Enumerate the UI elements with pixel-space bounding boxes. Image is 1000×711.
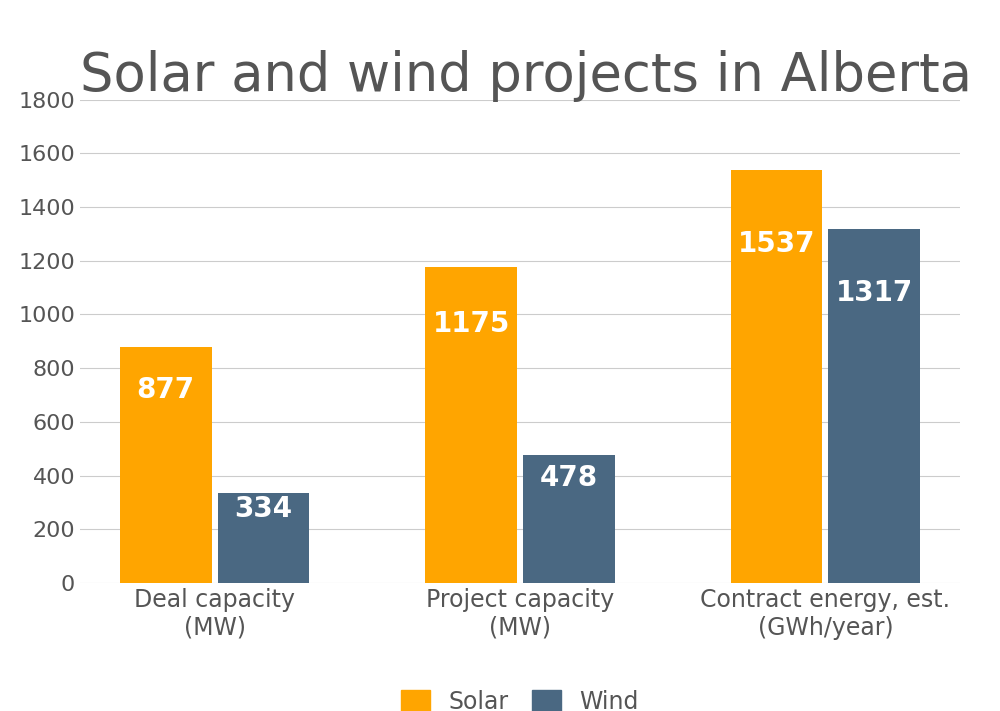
Text: 478: 478 <box>540 464 598 492</box>
Bar <box>731 170 822 583</box>
Text: 1317: 1317 <box>836 279 913 307</box>
Bar <box>523 454 615 583</box>
Text: 1537: 1537 <box>738 230 815 259</box>
Text: 877: 877 <box>137 376 195 404</box>
Legend: Solar, Wind: Solar, Wind <box>389 678 651 711</box>
Text: 334: 334 <box>234 496 293 523</box>
Bar <box>120 348 212 583</box>
Bar <box>218 493 309 583</box>
Bar <box>425 267 517 583</box>
Text: Solar and wind projects in Alberta: Solar and wind projects in Alberta <box>80 50 972 102</box>
Bar <box>828 229 920 583</box>
Text: 1175: 1175 <box>432 310 510 338</box>
